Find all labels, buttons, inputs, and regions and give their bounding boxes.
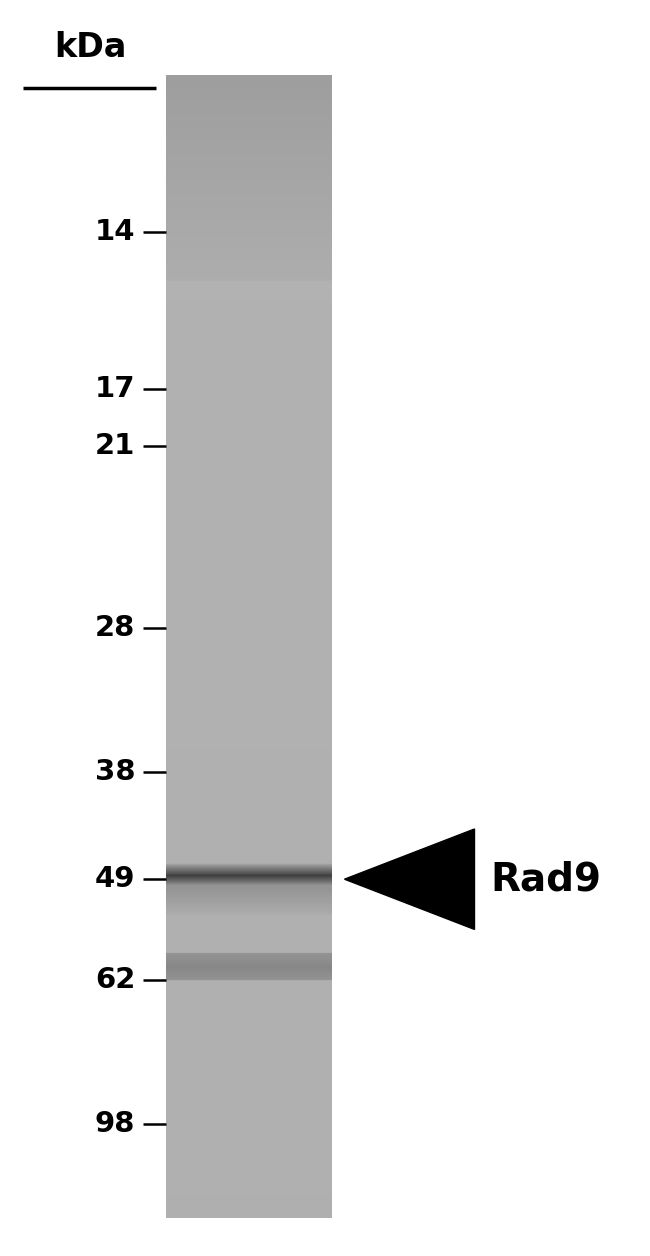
Text: 98: 98 [95,1110,135,1138]
Text: 14: 14 [95,219,135,246]
Text: 21: 21 [95,432,135,460]
Text: 17: 17 [95,376,135,403]
Text: 62: 62 [95,966,135,993]
Polygon shape [344,829,474,929]
Text: kDa: kDa [55,31,127,64]
Text: Rad9: Rad9 [491,860,602,898]
Text: 49: 49 [95,865,135,893]
Text: 28: 28 [95,614,135,642]
Text: 38: 38 [95,759,135,786]
